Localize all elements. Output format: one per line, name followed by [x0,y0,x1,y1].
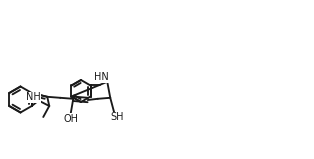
Text: HN: HN [95,72,109,82]
Text: NH: NH [26,93,41,103]
Text: SH: SH [110,112,124,122]
Text: OH: OH [63,114,78,124]
